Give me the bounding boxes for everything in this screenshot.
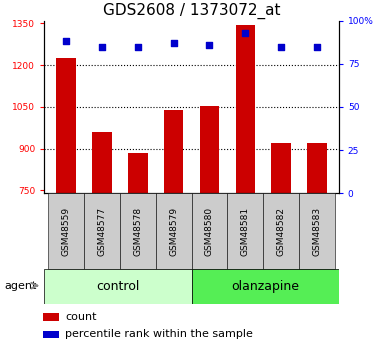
Text: percentile rank within the sample: percentile rank within the sample bbox=[65, 329, 253, 339]
Bar bbox=[236, 25, 255, 345]
Bar bbox=[199, 106, 219, 345]
Point bbox=[171, 40, 177, 46]
Bar bbox=[56, 58, 76, 345]
Text: agent: agent bbox=[5, 281, 37, 290]
Text: GSM48583: GSM48583 bbox=[313, 207, 322, 256]
FancyBboxPatch shape bbox=[263, 193, 299, 269]
FancyBboxPatch shape bbox=[192, 269, 339, 304]
Point bbox=[242, 30, 248, 36]
FancyBboxPatch shape bbox=[120, 193, 156, 269]
Title: GDS2608 / 1373072_at: GDS2608 / 1373072_at bbox=[103, 3, 280, 19]
Text: GSM48582: GSM48582 bbox=[277, 207, 286, 256]
Point bbox=[63, 39, 69, 44]
FancyBboxPatch shape bbox=[48, 193, 84, 269]
Text: GSM48581: GSM48581 bbox=[241, 207, 250, 256]
Text: olanzapine: olanzapine bbox=[231, 280, 299, 293]
Bar bbox=[43, 313, 59, 321]
FancyBboxPatch shape bbox=[44, 269, 192, 304]
Point bbox=[206, 42, 213, 48]
Bar bbox=[128, 153, 147, 345]
Point bbox=[135, 44, 141, 49]
Text: count: count bbox=[65, 312, 97, 322]
Text: GSM48580: GSM48580 bbox=[205, 207, 214, 256]
Text: GSM48559: GSM48559 bbox=[61, 207, 70, 256]
FancyBboxPatch shape bbox=[156, 193, 192, 269]
Bar bbox=[164, 110, 184, 345]
Bar bbox=[307, 143, 327, 345]
FancyBboxPatch shape bbox=[84, 193, 120, 269]
FancyBboxPatch shape bbox=[192, 193, 228, 269]
Bar bbox=[43, 331, 59, 338]
Bar bbox=[92, 132, 112, 345]
FancyBboxPatch shape bbox=[299, 193, 335, 269]
Point bbox=[278, 44, 285, 49]
Text: GSM48579: GSM48579 bbox=[169, 207, 178, 256]
Bar bbox=[271, 143, 291, 345]
Point bbox=[99, 44, 105, 49]
Text: GSM48578: GSM48578 bbox=[133, 207, 142, 256]
Text: control: control bbox=[96, 280, 140, 293]
FancyBboxPatch shape bbox=[228, 193, 263, 269]
Text: GSM48577: GSM48577 bbox=[97, 207, 106, 256]
Point bbox=[314, 44, 320, 49]
